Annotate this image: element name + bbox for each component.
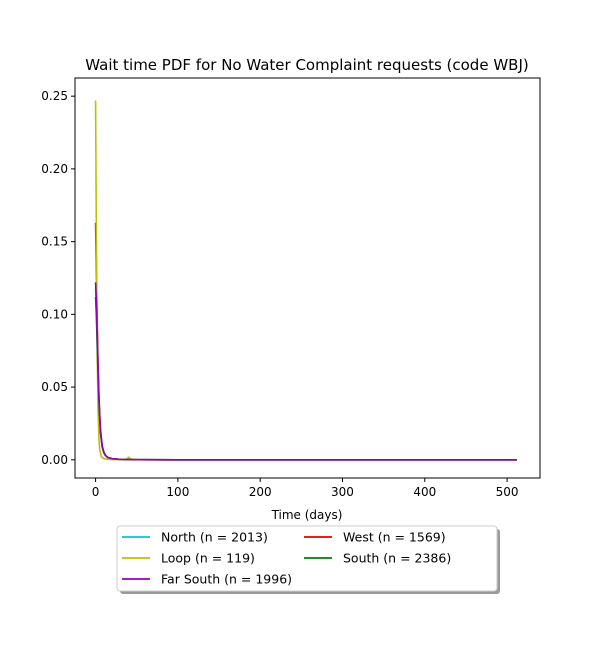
y-tick-label: 0.05 bbox=[41, 380, 68, 394]
x-tick-label: 400 bbox=[413, 485, 436, 499]
x-tick-label: 100 bbox=[166, 485, 189, 499]
y-tick-label: 0.20 bbox=[41, 162, 68, 176]
series-line-3 bbox=[94, 296, 517, 461]
x-tick-label: 200 bbox=[249, 485, 272, 499]
axes-frame bbox=[74, 77, 541, 479]
series-lines bbox=[94, 100, 517, 461]
x-tick-label: 300 bbox=[331, 485, 354, 499]
x-axis-label: Time (days) bbox=[271, 508, 343, 522]
y-tick-label: 0.25 bbox=[41, 89, 68, 103]
legend-label-3: South (n = 2386) bbox=[343, 551, 451, 566]
y-tick-label: 0.15 bbox=[41, 235, 68, 249]
legend-label-0: North (n = 2013) bbox=[161, 530, 268, 545]
legend-label-2: Loop (n = 119) bbox=[161, 551, 255, 566]
y-tick-label: 0.10 bbox=[41, 307, 68, 321]
chart-title: Wait time PDF for No Water Complaint req… bbox=[85, 56, 528, 74]
legend-label-4: Far South (n = 1996) bbox=[161, 572, 292, 587]
series-line-2 bbox=[94, 100, 517, 461]
series-line-1 bbox=[94, 222, 517, 461]
series-line-4 bbox=[94, 282, 517, 461]
y-tick-label: 0.00 bbox=[41, 453, 68, 467]
legend-label-1: West (n = 1569) bbox=[343, 530, 446, 545]
series-line-0 bbox=[94, 288, 517, 461]
legend: North (n = 2013) West (n = 1569) Loop (n =… bbox=[116, 525, 500, 594]
plot-area: 0 100 200 300 400 500 0.00 0.05 0.10 0.15 0.20 0.25 bbox=[41, 77, 541, 499]
x-tick-label: 0 bbox=[92, 485, 100, 499]
x-tick-label: 500 bbox=[496, 485, 519, 499]
